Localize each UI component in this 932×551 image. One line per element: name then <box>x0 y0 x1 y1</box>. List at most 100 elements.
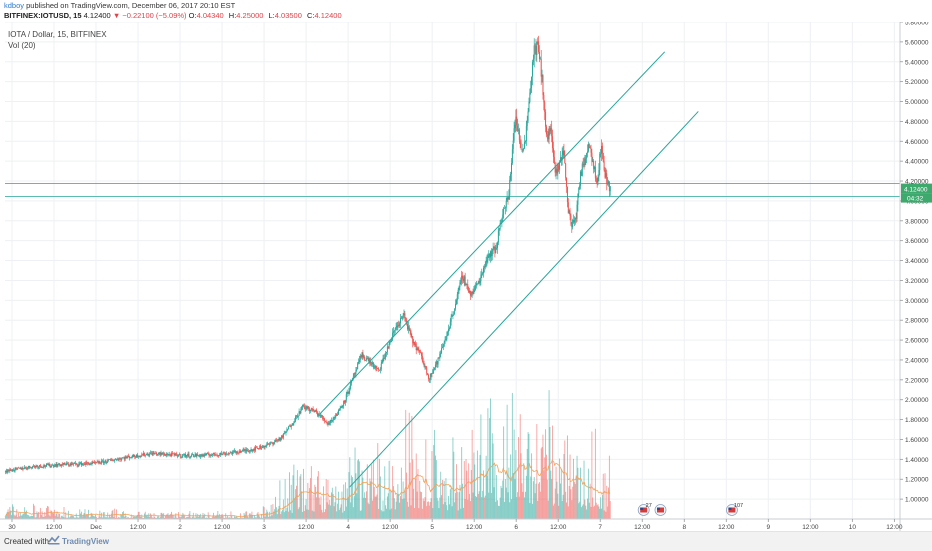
x-tick-label: 12:00 <box>298 524 315 531</box>
volume-bar <box>407 506 409 519</box>
candle-body <box>221 454 223 455</box>
candle-body <box>372 362 374 368</box>
volume-bar <box>39 507 41 519</box>
candle-body <box>114 459 116 461</box>
volume-bar <box>445 478 447 519</box>
volume-bar <box>454 502 456 519</box>
candle-body <box>212 452 214 454</box>
candle-body <box>65 464 67 466</box>
y-axis-ticks: 1.00000 1.20000 1.40000 1.60000 1.80000 2.000… <box>900 22 929 504</box>
candle-body <box>467 284 469 291</box>
volume-bar <box>346 488 348 519</box>
volume-bar <box>449 489 451 519</box>
volume-bar <box>573 458 574 519</box>
volume-bar <box>557 493 559 519</box>
candle-body <box>445 339 447 341</box>
candle-body <box>544 102 546 112</box>
y-tick-label: 3.20000 <box>905 278 929 285</box>
volume-bar <box>498 506 500 519</box>
candle-body <box>453 311 455 315</box>
volume-bar <box>395 501 397 519</box>
candle-body <box>125 456 127 458</box>
volume-bar <box>578 503 580 519</box>
candle-body <box>213 452 215 455</box>
price-chart[interactable]: 1.00000 1.20000 1.40000 1.60000 1.80000 2.000… <box>0 22 932 531</box>
volume-bar <box>201 516 203 519</box>
volume-bar <box>49 516 51 519</box>
candle-body <box>390 341 392 343</box>
candle-body <box>426 367 428 374</box>
volume-bar <box>145 515 147 519</box>
candle-body <box>545 111 547 127</box>
volume-bar <box>443 480 445 519</box>
volume-bar <box>150 515 152 519</box>
candle-body <box>471 291 473 294</box>
volume-bar <box>25 510 27 519</box>
candle-body <box>81 463 83 466</box>
candle-body <box>240 450 242 453</box>
volume-bar <box>589 483 591 519</box>
volume-bar <box>432 508 434 519</box>
candle-body <box>275 440 277 441</box>
candle-body <box>324 420 326 422</box>
y-tick-label: 2.60000 <box>905 338 929 345</box>
candle-body <box>379 369 381 371</box>
y-tick-label: 5.60000 <box>905 39 929 46</box>
candle-body <box>302 405 304 407</box>
candle-body <box>427 373 429 375</box>
volume-bar <box>387 493 389 519</box>
candle-body <box>207 453 209 455</box>
candle-body <box>343 400 345 406</box>
candle-body <box>31 467 33 469</box>
volume-bar <box>535 483 537 519</box>
volume-bar <box>531 453 533 519</box>
candle-body <box>117 460 119 461</box>
candle-body <box>122 457 124 459</box>
volume-bar <box>341 491 343 519</box>
volume-bar <box>177 517 179 519</box>
candle-body <box>159 452 161 455</box>
volume-bar <box>44 511 46 519</box>
candle-body <box>351 380 353 383</box>
tradingview-brand[interactable]: TradingView <box>62 537 109 546</box>
candle-body <box>128 455 130 457</box>
volume-bar <box>608 487 609 519</box>
candle-body <box>443 342 445 347</box>
candle-body <box>474 287 476 291</box>
volume-bar <box>575 475 577 519</box>
volume-bar <box>609 501 611 519</box>
candle-body <box>541 75 543 77</box>
volume-bar <box>365 491 367 519</box>
candle-body <box>219 454 221 456</box>
candle-body <box>425 365 427 368</box>
candle-body <box>533 45 535 59</box>
candle-body <box>297 415 299 418</box>
candle-body <box>469 290 471 293</box>
volume-bar <box>434 429 436 519</box>
candle-body <box>36 465 38 467</box>
volume-bar <box>594 428 596 519</box>
volume-bar <box>352 507 354 519</box>
author-link[interactable]: kdboy <box>4 1 25 10</box>
candle-body <box>247 449 249 451</box>
candle-body <box>290 425 292 428</box>
volume-bar <box>188 513 190 519</box>
volume-bar <box>9 506 11 519</box>
candle-body <box>84 464 86 465</box>
volume-bar <box>20 515 22 519</box>
volume-bar <box>165 514 167 519</box>
candle-body <box>490 251 492 257</box>
candle-body <box>164 453 166 456</box>
volume-bar <box>51 510 53 519</box>
candle-body <box>476 283 478 284</box>
series-legend: IOTA / Dollar, 15, BITFINEX <box>8 30 107 39</box>
candle-body <box>298 411 300 416</box>
x-tick-label: 2 <box>178 524 182 531</box>
volume-bar <box>234 517 236 519</box>
volume-bar <box>411 415 413 519</box>
volume-bar <box>381 511 383 519</box>
candle-body <box>28 465 30 468</box>
volume-bar <box>157 516 159 519</box>
volume-bar <box>175 513 177 519</box>
volume-bar <box>325 479 327 519</box>
